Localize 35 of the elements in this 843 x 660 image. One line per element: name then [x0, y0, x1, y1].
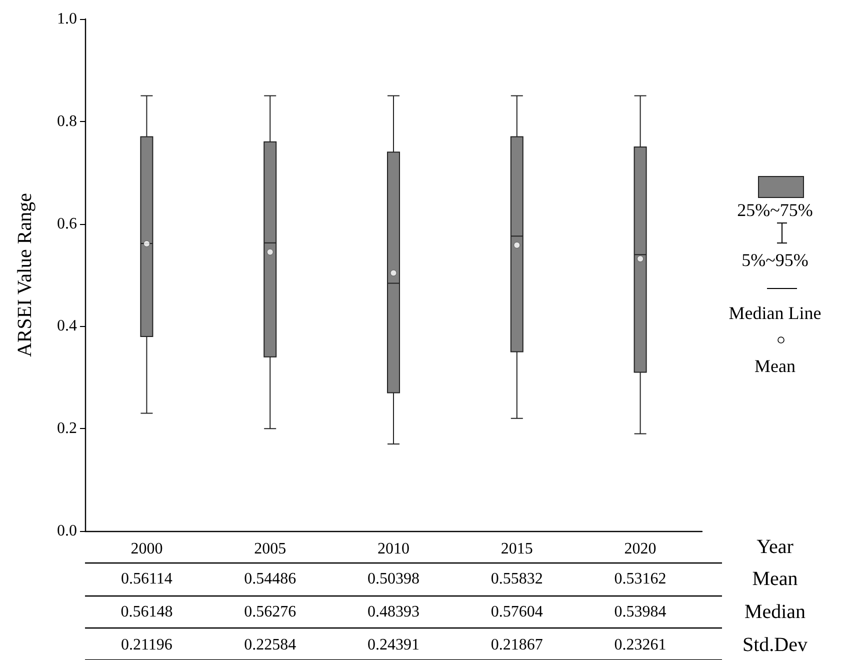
y-tick-label: 0.2 [57, 420, 77, 438]
y-tick-label: 0.4 [57, 318, 77, 335]
text: Median [744, 601, 806, 623]
text: 0.50398 [368, 570, 420, 588]
text: 0.53162 [614, 570, 666, 588]
text: 0.56276 [244, 604, 296, 620]
text: Year [756, 536, 794, 558]
text: 0.54486 [244, 570, 296, 588]
y-tick-label: 0.0 [57, 522, 77, 540]
text: 0.22584 [244, 636, 296, 654]
text: 5%~95% [740, 250, 810, 271]
text: 0.21867 [490, 636, 543, 654]
text: 0.53984 [614, 604, 666, 620]
y-tick-label: 1.0 [57, 10, 77, 28]
text: 0.55832 [490, 570, 543, 588]
text: 0.24391 [368, 636, 420, 654]
text: 0.57604 [490, 604, 543, 620]
x-tick-label: 2010 [378, 540, 410, 558]
text: 0.56148 [120, 604, 173, 620]
y-tick-label: 0.8 [57, 112, 77, 130]
x-tick-label: 2020 [624, 540, 656, 558]
x-tick-label: 2005 [254, 540, 286, 558]
text: Mean [752, 568, 798, 590]
x-tick-label: 2015 [500, 540, 533, 558]
x-tick-label: 2000 [130, 540, 163, 558]
text: 0.21196 [120, 636, 172, 654]
text: Median Line [728, 303, 822, 324]
text: 0.23261 [614, 636, 666, 654]
text: 25%~75% [736, 200, 814, 221]
text: Mean [754, 356, 796, 377]
text: Std.Dev [742, 634, 808, 656]
text: 0.56114 [120, 570, 172, 588]
y-axis-title: ARSEI Value Range [14, 192, 36, 358]
text: 0.48393 [368, 604, 420, 620]
y-tick-label: 0.6 [57, 215, 77, 232]
